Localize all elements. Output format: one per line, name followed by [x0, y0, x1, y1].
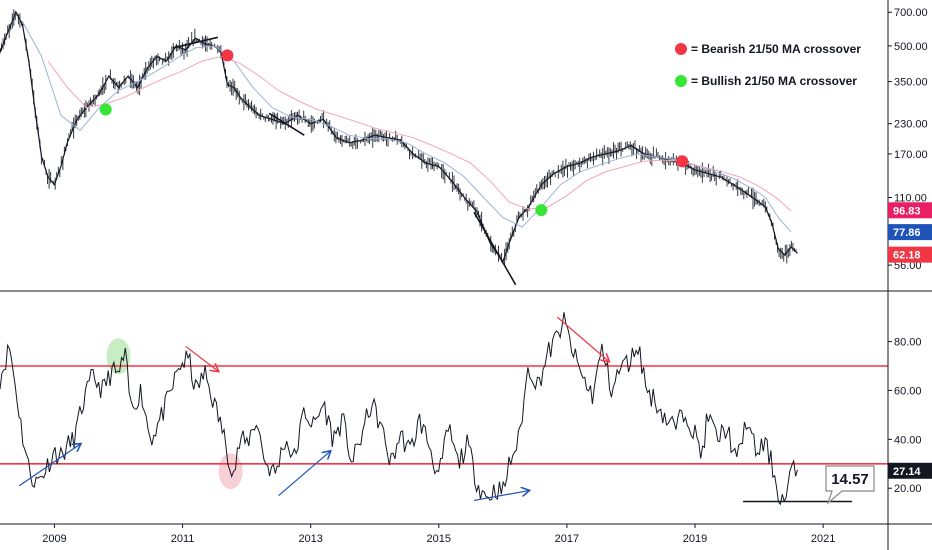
ma50-line: [47, 55, 792, 212]
rsi-last-value-text: 27.14: [893, 466, 921, 478]
last-value-tag: [888, 224, 932, 241]
time-tick-label: 2013: [298, 533, 322, 545]
rsi-arrow: [556, 316, 608, 361]
time-tick-label: 2019: [683, 533, 707, 545]
price-tick-label: 700.00: [894, 7, 928, 19]
price-tick-label: 170.00: [894, 149, 928, 161]
last-value-text: 62.18: [893, 250, 921, 262]
bearish-crossover-marker: [676, 155, 689, 168]
last-value-text: 96.83: [893, 205, 921, 217]
rsi-tick-label: 60.00: [894, 385, 922, 397]
rsi-arrow: [18, 444, 80, 487]
time-tick-label: 2015: [427, 533, 451, 545]
callout-box: [825, 465, 875, 505]
bearish-legend-dot: [675, 43, 687, 55]
price-tick-label: 56.00: [894, 260, 922, 272]
ma21-line: [21, 20, 792, 233]
callout-14-57: 14.57: [825, 465, 875, 505]
rsi-arrow: [278, 452, 330, 497]
price-tick-label: 500.00: [894, 41, 928, 53]
price-trend-line: [473, 211, 517, 286]
time-tick-label: 2021: [811, 533, 835, 545]
rsi-highlight: [218, 453, 243, 490]
price-tick-label: 230.00: [894, 119, 928, 131]
price-panel: [0, 9, 798, 286]
rsi-tick-label: 80.00: [894, 337, 922, 349]
rsi-tick-label: 40.00: [894, 434, 922, 446]
callout-label: 14.57: [831, 471, 869, 488]
last-value-tag: [888, 246, 932, 263]
bullish-legend-dot: [675, 75, 687, 87]
bullish-crossover-marker: [99, 103, 112, 116]
bearish-legend-label: = Bearish 21/50 MA crossover: [691, 42, 861, 56]
price-tick-label: 350.00: [894, 77, 928, 89]
last-value-tag: [888, 202, 932, 219]
last-value-text: 77.86: [893, 227, 921, 239]
rsi-highlight: [106, 338, 131, 375]
time-tick-label: 2011: [171, 533, 195, 545]
rsi-arrow: [473, 491, 528, 502]
bullish-legend-label: = Bullish 21/50 MA crossover: [691, 74, 857, 88]
legend: = Bearish 21/50 MA crossover = Bullish 2…: [675, 42, 861, 88]
price-trend-line: [268, 112, 305, 136]
price-tick-label: 110.00: [894, 193, 927, 205]
rsi-panel: [0, 312, 888, 506]
price-trend-line: [172, 36, 218, 49]
rsi-last-value-tag: [888, 462, 932, 479]
time-tick-label: 2017: [555, 533, 579, 545]
bullish-crossover-marker: [535, 204, 548, 217]
rsi-arrow: [185, 345, 218, 370]
rsi-line: [0, 312, 798, 506]
rsi-tick-label: 20.00: [894, 483, 922, 495]
bearish-crossover-marker: [221, 49, 234, 62]
time-tick-label: 2009: [42, 533, 66, 545]
